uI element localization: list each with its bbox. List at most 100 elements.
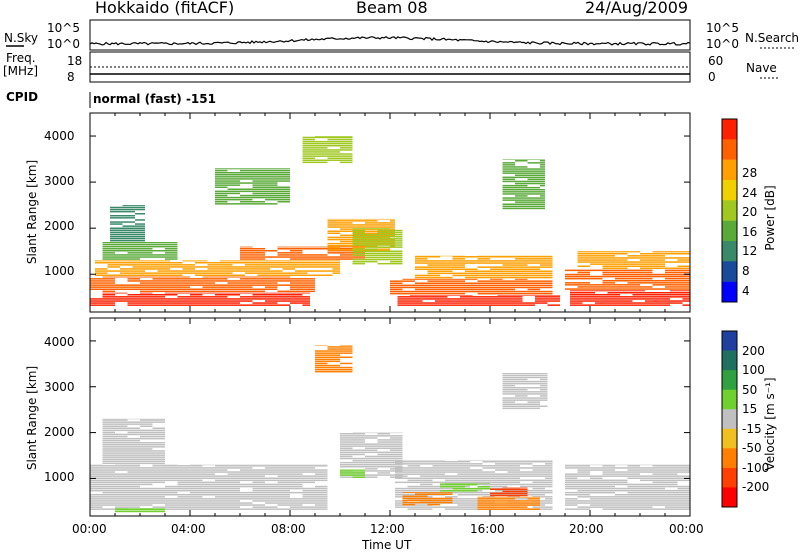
power-cell (122, 237, 135, 240)
power-colorbar-frame (721, 118, 738, 303)
power-cell (527, 282, 540, 284)
power-cell (265, 284, 278, 286)
power-cell (415, 274, 428, 277)
vel-cell (165, 504, 178, 506)
power-cell (240, 172, 253, 174)
power-cell (490, 262, 503, 264)
vel-cell (627, 508, 640, 510)
vel-cell (215, 487, 228, 490)
power-cell (302, 258, 315, 260)
vel-cell (590, 506, 603, 508)
vel-cell (465, 488, 478, 490)
power-cell (540, 164, 545, 166)
power-cell (602, 255, 615, 257)
power-cell (415, 288, 428, 291)
vel-cell (115, 481, 128, 484)
power-cell (627, 255, 640, 257)
power-cell (632, 298, 645, 300)
vel-cell (152, 419, 165, 421)
power-cell (315, 136, 328, 137)
vel-cell (640, 496, 653, 498)
vel-cell (470, 477, 483, 479)
power-cell (102, 284, 115, 286)
vel-cell (432, 473, 445, 475)
power-cell (110, 210, 123, 213)
vel-cell (190, 485, 203, 488)
vel-cell (477, 496, 490, 498)
power-cell (127, 256, 140, 258)
vel-cell (277, 473, 290, 475)
power-ytick-3000: 3000 (44, 174, 75, 188)
vel-cell (495, 461, 508, 463)
power-cell (377, 244, 390, 246)
power-cell (257, 268, 270, 270)
power-cell (215, 201, 228, 203)
vel-cell (365, 437, 378, 439)
power-cell (390, 280, 403, 282)
vel-cell (652, 471, 665, 473)
vel-cell (165, 506, 178, 508)
vel-cell (615, 479, 628, 482)
power-cell (510, 295, 523, 296)
power-cell (232, 274, 245, 276)
vel-cell (615, 496, 628, 498)
power-cell (240, 254, 253, 256)
power-cell (582, 296, 595, 298)
vel-cell (502, 399, 515, 401)
power-cell (502, 286, 515, 289)
vel-cell (640, 504, 653, 506)
vel-cell (527, 502, 540, 504)
power-cell (427, 290, 440, 293)
power-cell (677, 267, 690, 269)
vel-cell (315, 352, 328, 354)
vel-cell (152, 464, 165, 466)
power-cell (365, 254, 378, 257)
power-cell (190, 282, 203, 284)
vel-cell (115, 508, 128, 509)
power-cell (615, 271, 628, 274)
vel-cell (102, 418, 115, 420)
vel-cell (140, 487, 153, 490)
vel-cell (165, 479, 178, 482)
power-cell (540, 199, 545, 201)
power-cell (202, 290, 215, 293)
power-cell (240, 169, 253, 172)
power-cell (440, 276, 453, 279)
power-cell (577, 259, 590, 261)
vel-cell (390, 453, 403, 456)
vel-cell (420, 471, 433, 473)
vel-cell (590, 469, 603, 471)
vel-cell (390, 435, 403, 437)
vel-cell (627, 483, 640, 486)
vel-cell (432, 460, 445, 461)
vel-cell (202, 483, 215, 486)
vel-cell (290, 506, 303, 508)
vel-cell (277, 498, 290, 500)
power-cell (415, 266, 428, 268)
vel-cell (315, 496, 328, 498)
power-cell (157, 268, 170, 270)
power-cell (265, 188, 278, 190)
vel-cell (340, 451, 353, 454)
vel-cell (177, 485, 190, 488)
vel-cell (432, 481, 445, 484)
vel-cell (115, 425, 128, 427)
vel-cell (395, 467, 408, 469)
vel-cell (265, 502, 278, 504)
power-cell (615, 251, 628, 253)
power-cell (115, 296, 128, 298)
vel-colorbar-segment (722, 428, 737, 449)
vel-cell (140, 437, 153, 440)
power-cell (490, 272, 503, 275)
power-cell (207, 268, 220, 270)
power-cell (540, 178, 545, 181)
vel-cell (177, 494, 190, 496)
power-cell (302, 161, 315, 164)
power-cell (540, 168, 545, 170)
power-cell (652, 257, 665, 259)
vel-cell (615, 508, 628, 510)
vel-cell (602, 483, 615, 486)
power-cell (522, 304, 535, 306)
power-cell (460, 296, 473, 298)
power-cell (102, 242, 115, 244)
